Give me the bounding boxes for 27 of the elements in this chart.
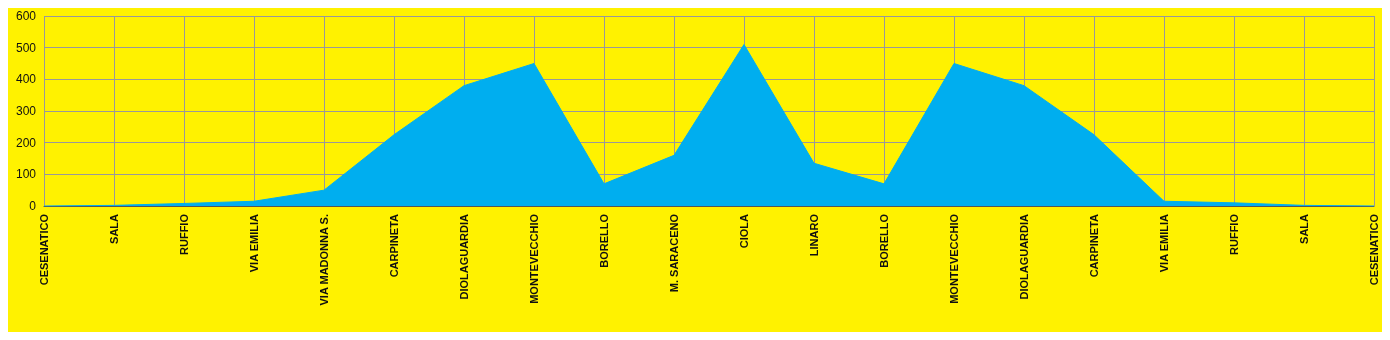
x-tick-label: VIA EMILIA — [1158, 213, 1170, 273]
x-tick-label: VIA MADONNA S. — [318, 214, 330, 306]
x-tick-label: RUFFIO — [178, 213, 190, 255]
x-tick-label: VIA EMILIA — [248, 213, 260, 273]
x-tick-label: BORELLO — [878, 213, 890, 268]
y-tick-label: 0 — [29, 199, 37, 213]
y-tick-label: 200 — [15, 135, 37, 150]
x-tick-label: DIOLAGUARDIA — [1018, 213, 1030, 300]
x-tick-label: SALA — [108, 213, 120, 244]
x-tick-label: CARPINETA — [388, 213, 400, 278]
y-tick-label: 400 — [15, 72, 37, 87]
x-tick-label: DIOLAGUARDIA — [458, 213, 470, 300]
x-tick-label: MONTEVECCHIO — [948, 213, 960, 304]
x-tick-label: BORELLO — [598, 213, 610, 268]
x-tick-label: CIOLA — [738, 213, 750, 249]
x-tick-label: CESENATICO — [1368, 213, 1380, 286]
x-tick-label: SALA — [1298, 213, 1310, 244]
x-tick-label: CARPINETA — [1088, 213, 1100, 278]
x-tick-label: M. SARACENO — [668, 213, 680, 293]
y-tick-label: 600 — [15, 9, 37, 23]
x-tick-label: MONTEVECCHIO — [528, 213, 540, 304]
y-tick-label: 500 — [15, 40, 37, 55]
y-tick-label: 100 — [15, 167, 37, 182]
y-tick-label: 300 — [15, 104, 37, 118]
x-tick-label: RUFFIO — [1228, 213, 1240, 255]
x-tick-label: CESENATICO — [38, 213, 50, 286]
x-tick-label: LINARO — [808, 213, 820, 257]
